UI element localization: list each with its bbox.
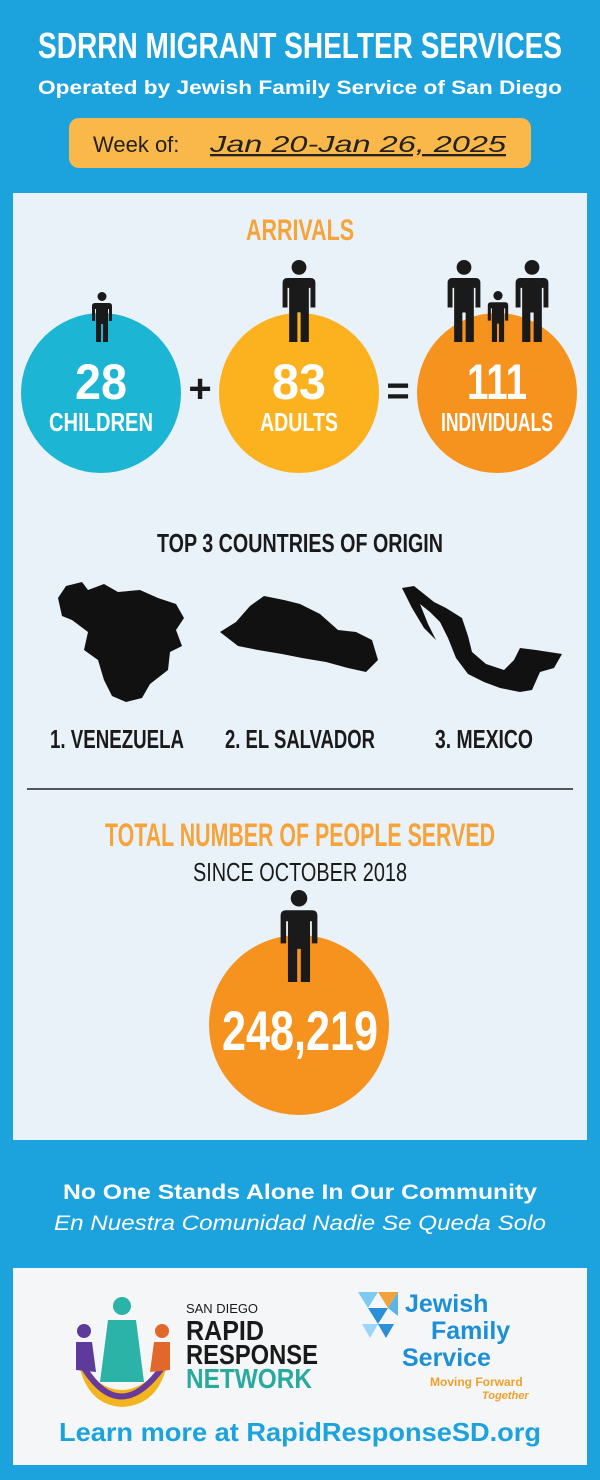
adults-count: 83 (272, 354, 326, 410)
plus-sign: + (188, 367, 211, 411)
jfs-line3: Service (402, 1344, 491, 1372)
equals-sign: = (386, 369, 409, 413)
week-label: Week of: (93, 132, 179, 157)
country-2: 2. EL SALVADOR (225, 724, 375, 754)
rrn-line1: RAPID (186, 1315, 264, 1346)
rrn-city: SAN DIEGO (186, 1301, 258, 1316)
title: SDRRN MIGRANT SHELTER SERVICES (38, 25, 562, 66)
individuals-count: 111 (467, 354, 527, 410)
venezuela-map (58, 582, 184, 702)
adults-label: ADULTS (260, 407, 338, 437)
country-3: 3. MEXICO (435, 724, 533, 754)
country-1: 1. VENEZUELA (50, 724, 184, 754)
week-box (69, 118, 531, 168)
arrivals-title: ARRIVALS (246, 214, 354, 247)
jfs-logo-mark (358, 1292, 398, 1338)
tagline-spanish: En Nuestra Comunidad Nadie Se Queda Solo (54, 1212, 546, 1235)
jfs-line1: Jewish (405, 1290, 488, 1318)
rrn-line2: RESPONSE (186, 1339, 318, 1370)
jfs-motto-2: Together (482, 1390, 529, 1402)
adults-circle (219, 313, 379, 473)
children-count: 28 (75, 354, 127, 410)
subtitle: Operated by Jewish Family Service of San… (38, 78, 562, 99)
total-circle (209, 935, 389, 1115)
children-circle (21, 313, 181, 473)
total-title: TOTAL NUMBER OF PEOPLE SERVED (105, 817, 495, 853)
rrn-line3: NETWORK (186, 1363, 312, 1394)
mexico-map (402, 586, 562, 692)
individuals-circle (417, 313, 577, 473)
total-value: 248,219 (222, 999, 378, 1062)
week-dates: Jan 20-Jan 26, 2025 (209, 131, 507, 157)
jfs-motto-1: Moving Forward (430, 1375, 523, 1389)
individuals-label: INDIVIDUALS (441, 407, 553, 437)
children-label: CHILDREN (49, 407, 153, 437)
countries-title: TOP 3 COUNTRIES OF ORIGIN (157, 528, 443, 558)
rrn-logo-mark (76, 1297, 170, 1407)
website-link[interactable]: Learn more at RapidResponseSD.org (59, 1417, 541, 1447)
jfs-line2: Family (431, 1317, 510, 1345)
tagline: No One Stands Alone In Our Community (63, 1181, 537, 1204)
el-salvador-map (220, 596, 378, 672)
total-subtitle: SINCE OCTOBER 2018 (193, 857, 407, 887)
